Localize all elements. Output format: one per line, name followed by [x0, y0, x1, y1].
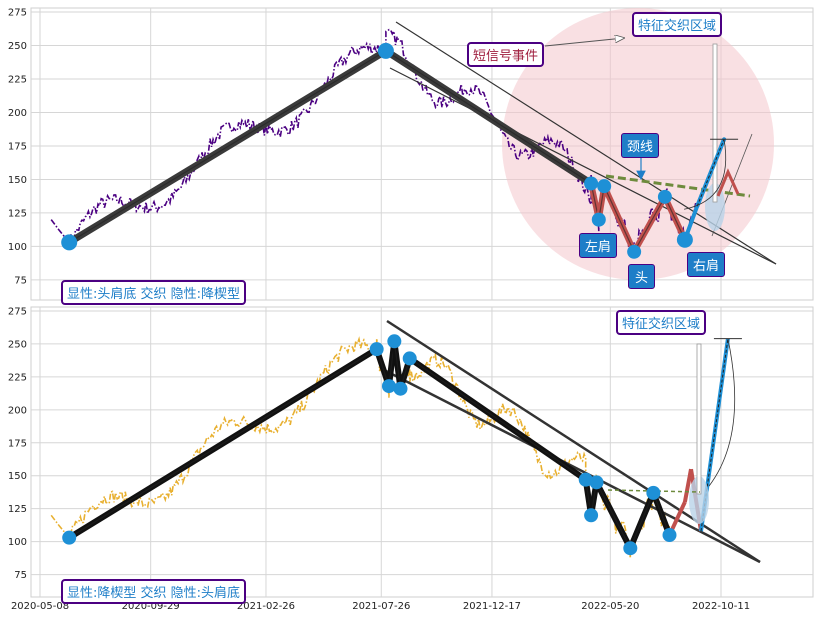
signal-bar [696, 343, 702, 495]
neckline [605, 174, 751, 198]
pivot-marker [627, 244, 642, 259]
pivot-marker [578, 472, 593, 487]
pivot-marker [662, 528, 677, 543]
y-tick-label: 75 [14, 570, 27, 581]
y-tick-label: 125 [8, 208, 27, 219]
zigzag-segment-core [652, 492, 671, 536]
pivot-marker [676, 231, 693, 248]
y-tick-label: 150 [8, 471, 27, 482]
zigzag-segment-core [393, 341, 402, 389]
y-tick-label: 175 [8, 438, 27, 449]
pivot-marker [393, 381, 408, 396]
zigzag-segment-core [633, 196, 666, 253]
short-signal-arrow [544, 38, 624, 47]
projection-arc [683, 139, 727, 210]
x-tick-label: 2020-05-08 [11, 601, 69, 612]
pivot-marker [402, 351, 417, 366]
y-tick-label: 200 [8, 405, 27, 416]
zigzag-segment-core [595, 482, 631, 549]
y-tick-label: 275 [8, 8, 27, 19]
pivot-marker [61, 234, 78, 251]
projection-arc [708, 338, 736, 487]
feature-zone-label-bottom: 特征交织区域 [616, 310, 707, 335]
y-tick-label: 150 [8, 175, 27, 186]
zigzag-segment-core [68, 50, 387, 243]
price-line [50, 336, 671, 558]
pivot-marker [387, 334, 402, 349]
pivot-marker [623, 541, 638, 556]
pivot-marker [62, 530, 77, 545]
y-tick-label: 225 [8, 372, 27, 383]
pivot-marker [381, 379, 396, 394]
legend-bottom: 显性:降楔型 交织 隐性:头肩底 [61, 579, 247, 604]
x-tick-label: 2020-09-29 [122, 601, 180, 612]
pivot-marker [589, 475, 604, 490]
zigzag-segment-core [629, 492, 654, 549]
wedge-lower-line [385, 369, 761, 564]
short-signal-label: 短信号事件 [467, 42, 545, 67]
y-tick-label: 125 [8, 504, 27, 515]
left-shoulder-label: 左肩 [579, 233, 618, 258]
y-tick-label: 250 [8, 41, 27, 52]
projection-segment-core [696, 139, 725, 207]
pivot-marker [584, 176, 599, 191]
pivot-marker [377, 42, 394, 59]
pivot-marker [584, 508, 599, 523]
y-tick-label: 250 [8, 339, 27, 350]
pivot-marker [597, 179, 612, 194]
zigzag-segment-core [68, 348, 377, 539]
x-tick-label: 2021-07-26 [352, 601, 410, 612]
y-tick-label: 225 [8, 74, 27, 85]
head-label: 头 [628, 264, 656, 289]
y-tick-label: 100 [8, 242, 27, 253]
projection-wave [716, 168, 740, 197]
y-tick-label: 100 [8, 537, 27, 548]
pivot-marker [591, 212, 606, 227]
neckline-bottom [607, 489, 701, 493]
pivot-marker [646, 485, 661, 500]
y-tick-label: 175 [8, 141, 27, 152]
right-shoulder-label: 右肩 [687, 252, 726, 277]
zigzag-segment-core [385, 50, 592, 184]
legend-top: 显性:头肩底 交织 隐性:降楔型 [61, 280, 247, 305]
x-tick-label: 2021-02-26 [237, 601, 295, 612]
x-tick-label: 2022-10-11 [692, 601, 750, 612]
zigzag-segment-core [409, 357, 587, 481]
pivot-marker [369, 342, 384, 357]
wedge-lower-line [389, 67, 777, 265]
y-tick-label: 75 [14, 275, 27, 286]
y-tick-label: 275 [8, 306, 27, 317]
x-tick-label: 2022-05-20 [581, 601, 639, 612]
signal-bubble [689, 476, 709, 524]
y-tick-label: 200 [8, 108, 27, 119]
plot-frame [30, 306, 814, 598]
x-tick-label: 2021-12-17 [463, 601, 521, 612]
pivot-marker [657, 189, 672, 204]
feature-zone-label-top: 特征交织区域 [632, 12, 723, 37]
neckline-label: 颈线 [621, 133, 660, 158]
signal-bar [712, 43, 718, 203]
zigzag-segment-core [603, 185, 635, 253]
